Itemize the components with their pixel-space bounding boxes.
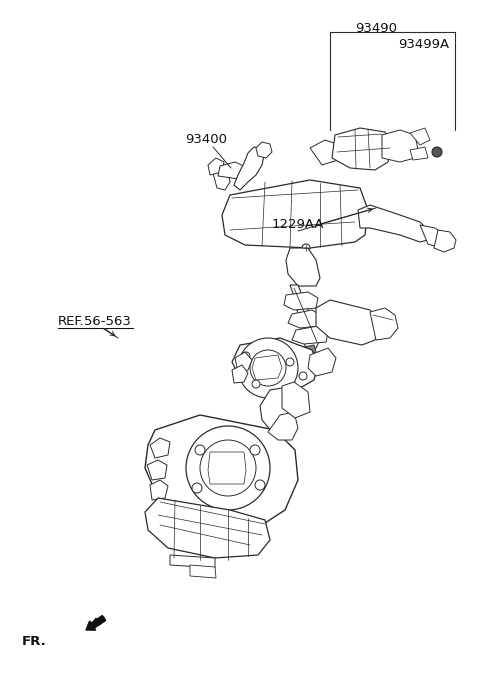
- Circle shape: [299, 372, 307, 380]
- Circle shape: [200, 440, 256, 496]
- Polygon shape: [420, 225, 448, 248]
- Polygon shape: [260, 388, 298, 432]
- Circle shape: [186, 426, 270, 510]
- Polygon shape: [382, 130, 418, 162]
- Circle shape: [242, 352, 250, 360]
- Polygon shape: [235, 352, 252, 372]
- Text: FR.: FR.: [22, 635, 47, 648]
- Polygon shape: [310, 140, 340, 165]
- Polygon shape: [358, 205, 430, 242]
- Polygon shape: [290, 285, 320, 350]
- Polygon shape: [213, 166, 230, 190]
- Polygon shape: [434, 230, 456, 252]
- Polygon shape: [410, 147, 428, 160]
- Polygon shape: [286, 248, 320, 286]
- Polygon shape: [308, 348, 336, 376]
- Polygon shape: [370, 308, 398, 340]
- Circle shape: [252, 380, 260, 388]
- Polygon shape: [284, 292, 318, 310]
- Polygon shape: [170, 555, 215, 568]
- Polygon shape: [268, 412, 298, 440]
- Polygon shape: [234, 147, 264, 190]
- Polygon shape: [208, 158, 224, 175]
- Circle shape: [238, 338, 298, 398]
- Circle shape: [255, 480, 265, 490]
- Polygon shape: [252, 355, 282, 380]
- Polygon shape: [150, 480, 168, 500]
- Text: 93499A: 93499A: [398, 38, 449, 51]
- Polygon shape: [190, 565, 216, 578]
- Polygon shape: [222, 180, 368, 248]
- Polygon shape: [232, 365, 248, 383]
- Text: 93400: 93400: [185, 133, 227, 146]
- Polygon shape: [332, 128, 392, 170]
- Circle shape: [432, 147, 442, 157]
- Polygon shape: [147, 460, 167, 480]
- Circle shape: [286, 358, 294, 366]
- Polygon shape: [208, 452, 246, 484]
- Polygon shape: [316, 300, 380, 345]
- Polygon shape: [300, 345, 316, 355]
- Polygon shape: [282, 382, 310, 418]
- FancyArrow shape: [86, 615, 106, 630]
- Polygon shape: [292, 326, 328, 344]
- Polygon shape: [232, 338, 318, 390]
- Circle shape: [250, 445, 260, 455]
- Circle shape: [192, 483, 202, 493]
- Circle shape: [250, 350, 286, 386]
- Text: REF.56-563: REF.56-563: [58, 315, 132, 328]
- Circle shape: [302, 244, 310, 252]
- Polygon shape: [145, 498, 270, 558]
- Circle shape: [195, 445, 205, 455]
- Polygon shape: [150, 438, 170, 458]
- Polygon shape: [410, 128, 430, 145]
- Text: 93490: 93490: [355, 22, 397, 35]
- Polygon shape: [218, 162, 248, 180]
- Polygon shape: [288, 310, 322, 328]
- Text: 1229AA: 1229AA: [272, 218, 324, 231]
- Polygon shape: [145, 415, 298, 530]
- Polygon shape: [256, 142, 272, 158]
